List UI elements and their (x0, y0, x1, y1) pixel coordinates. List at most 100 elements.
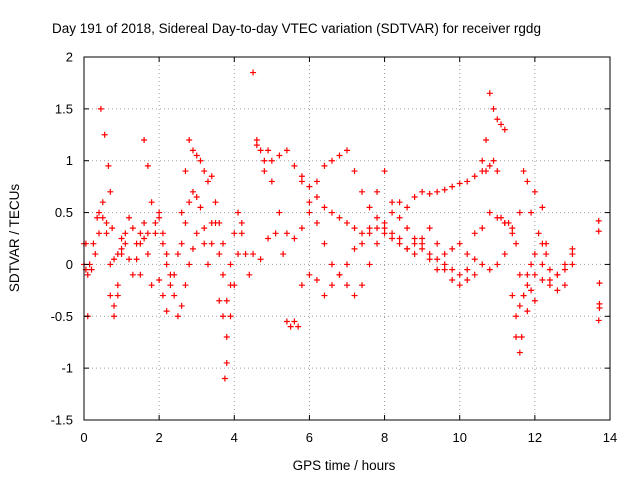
data-point (328, 209, 335, 216)
data-point (298, 282, 305, 289)
data-point (295, 323, 302, 330)
data-point (528, 209, 535, 216)
data-point (129, 271, 136, 278)
data-point (516, 302, 523, 309)
data-point (426, 251, 433, 258)
data-point (144, 230, 151, 237)
data-point (426, 190, 433, 197)
data-point (328, 261, 335, 268)
data-point (220, 271, 227, 278)
data-point (374, 188, 381, 195)
data-point (479, 261, 486, 268)
data-point (118, 245, 125, 252)
y-tick-label: -1.5 (51, 413, 73, 428)
data-point (520, 292, 527, 299)
data-point (389, 209, 396, 216)
data-point (464, 266, 471, 273)
data-point (238, 219, 245, 226)
data-point (235, 209, 242, 216)
y-tick-label: 1.5 (55, 101, 73, 116)
data-point (152, 230, 159, 237)
data-point (516, 209, 523, 216)
data-point (201, 225, 208, 232)
data-point (235, 251, 242, 258)
data-point (336, 152, 343, 159)
data-point (182, 168, 189, 175)
data-point (227, 282, 234, 289)
data-point (265, 235, 272, 242)
data-point (441, 251, 448, 258)
data-point (257, 256, 264, 263)
data-point (464, 251, 471, 258)
data-point (483, 168, 490, 175)
data-point (171, 271, 178, 278)
data-point (216, 251, 223, 258)
data-point (156, 209, 163, 216)
data-point (313, 194, 320, 201)
data-point (434, 240, 441, 247)
data-point (197, 157, 204, 164)
data-point (426, 256, 433, 263)
data-point (159, 292, 166, 299)
data-point (148, 199, 155, 206)
data-point (223, 359, 230, 366)
data-point (351, 225, 358, 232)
data-point (456, 271, 463, 278)
data-point (404, 245, 411, 252)
data-point (167, 282, 174, 289)
data-point (159, 240, 166, 247)
data-point (381, 219, 388, 226)
data-point (107, 188, 114, 195)
data-point (513, 313, 520, 320)
data-point (539, 276, 546, 283)
data-point (208, 219, 215, 226)
data-point (208, 240, 215, 247)
data-point (494, 168, 501, 175)
data-point (449, 266, 456, 273)
data-point (595, 228, 602, 235)
data-point (208, 173, 215, 180)
y-axis-label: SDTVAR / TECUs (7, 184, 22, 293)
data-point (441, 261, 448, 268)
data-point (546, 282, 553, 289)
data-point (509, 292, 516, 299)
data-point (163, 308, 170, 315)
data-point (596, 304, 603, 311)
data-point (193, 152, 200, 159)
data-point (516, 271, 523, 278)
data-point (531, 297, 538, 304)
data-point (486, 90, 493, 97)
data-point (498, 214, 505, 221)
data-point (253, 136, 260, 143)
data-point (96, 230, 103, 237)
data-point (272, 230, 279, 237)
data-point (539, 204, 546, 211)
data-point (118, 235, 125, 242)
data-point (129, 225, 136, 232)
data-point (96, 209, 103, 216)
data-point (486, 162, 493, 169)
data-point (528, 287, 535, 294)
data-point (186, 199, 193, 206)
data-point (227, 261, 234, 268)
data-point (321, 162, 328, 169)
x-tick-label: 2 (156, 430, 163, 445)
data-point (268, 157, 275, 164)
data-point (313, 276, 320, 283)
data-point (122, 230, 129, 237)
data-point (359, 240, 366, 247)
data-point (539, 261, 546, 268)
y-tick-label: 0.5 (55, 205, 73, 220)
data-point (103, 219, 110, 226)
data-point (419, 235, 426, 242)
data-point (220, 240, 227, 247)
data-point (105, 162, 112, 169)
data-point (411, 235, 418, 242)
data-point (441, 186, 448, 193)
data-point (84, 271, 91, 278)
data-point (261, 157, 268, 164)
data-point (486, 266, 493, 273)
data-point (524, 282, 531, 289)
data-point (283, 230, 290, 237)
data-point (456, 240, 463, 247)
